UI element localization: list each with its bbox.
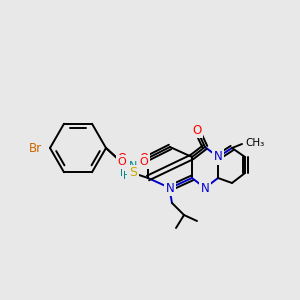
- Text: O: O: [192, 124, 202, 136]
- Text: N: N: [129, 161, 137, 171]
- Text: O: O: [140, 157, 148, 167]
- Text: N: N: [214, 151, 222, 164]
- Text: Br: Br: [29, 142, 42, 154]
- Text: O: O: [118, 157, 126, 167]
- Text: CH₃: CH₃: [245, 138, 264, 148]
- Text: O: O: [140, 152, 148, 164]
- Text: O: O: [117, 152, 127, 164]
- Text: Br: Br: [29, 142, 42, 154]
- Text: H: H: [120, 168, 128, 178]
- Text: S: S: [129, 167, 137, 179]
- Text: N: N: [201, 182, 209, 194]
- Text: H: H: [123, 171, 131, 181]
- Text: NH: NH: [122, 161, 138, 171]
- Text: N: N: [166, 182, 174, 194]
- Text: S: S: [129, 167, 137, 179]
